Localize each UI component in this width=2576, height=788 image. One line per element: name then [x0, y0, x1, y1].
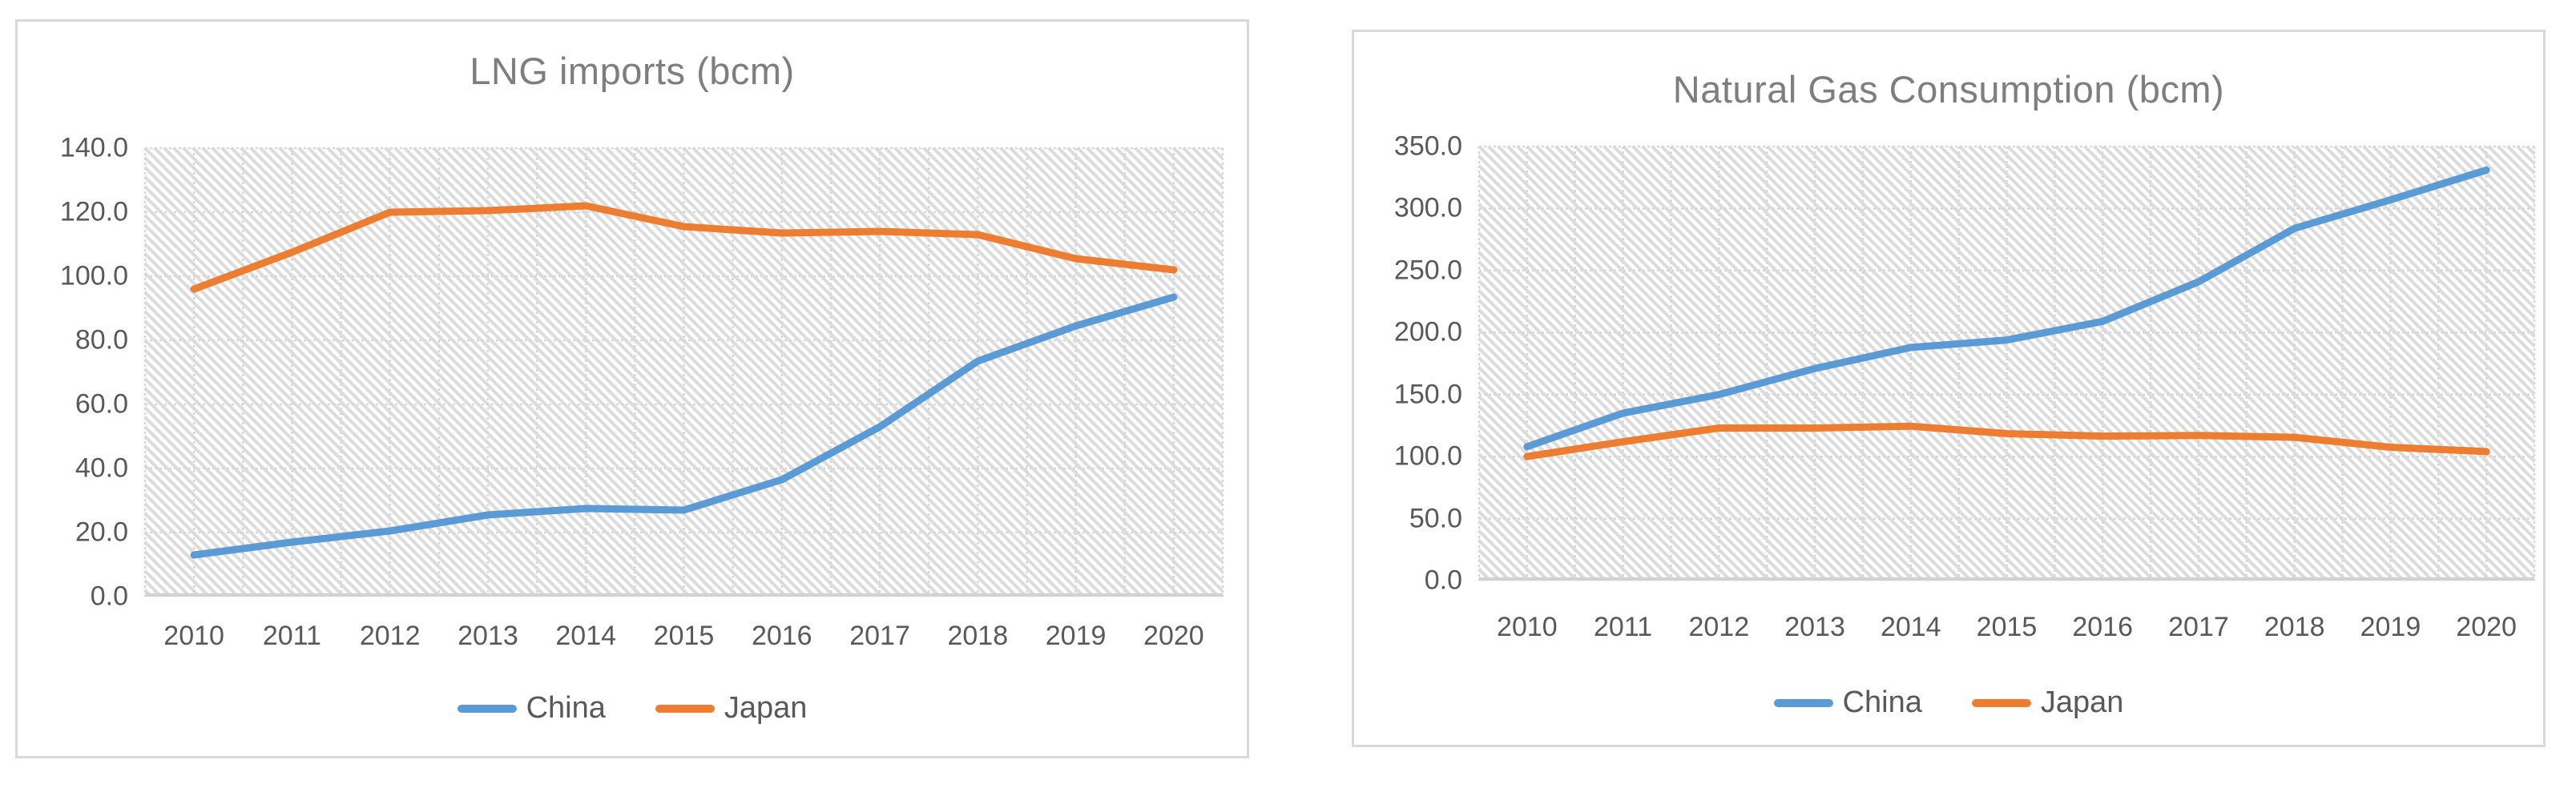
x-axis-tick-label: 2014	[555, 621, 617, 651]
y-axis-tick-label: 200.0	[1393, 316, 1462, 348]
y-axis-tick-label: 80.0	[75, 324, 128, 356]
plot-area	[1477, 145, 2536, 581]
x-axis-tick-label: 2010	[1497, 612, 1558, 642]
plot-svg	[1477, 145, 2536, 581]
x-axis-tick-label: 2012	[1688, 612, 1750, 642]
legend: China Japan	[18, 691, 1247, 726]
legend: China Japan	[1354, 685, 2543, 720]
y-axis-tick-label: 0.0	[1424, 565, 1462, 596]
legend-line-swatch	[655, 704, 715, 713]
legend-item-china: China	[457, 691, 606, 726]
legend-item-japan: Japan	[655, 691, 808, 726]
y-axis: 0.0 20.0 40.0 60.0 80.0 100.0 120.0 140.0	[18, 133, 128, 612]
legend-line-swatch	[457, 704, 517, 713]
legend-line-swatch	[1971, 698, 2031, 707]
plot-svg	[143, 147, 1224, 597]
x-axis-tick-label: 2011	[1594, 612, 1653, 642]
series-line-japan	[1523, 422, 2490, 460]
x-axis: 2010 2011 2012 2013 2014 2015 2016 2017 2018 2019…	[1479, 612, 2534, 647]
series-line-japan	[190, 202, 1178, 293]
y-axis-tick-label: 60.0	[75, 388, 128, 420]
x-axis-tick-label: 2018	[947, 621, 1009, 651]
x-axis-tick-label: 2019	[1045, 621, 1107, 651]
y-axis-tick-label: 120.0	[59, 196, 128, 227]
natural-gas-consumption-chart[interactable]: Natural Gas Consumption (bcm) 0.0 50.0 100…	[1352, 30, 2546, 747]
x-axis-tick-label: 2010	[163, 621, 224, 651]
x-axis-tick-label: 2012	[359, 621, 421, 651]
x-axis-tick-label: 2013	[458, 621, 518, 651]
plot-area	[143, 147, 1224, 597]
y-axis-tick-label: 0.0	[90, 581, 128, 612]
x-axis-tick-label: 2016	[751, 621, 812, 651]
x-axis-tick-label: 2016	[2072, 612, 2134, 642]
x-axis-tick-label: 2014	[1880, 612, 1941, 642]
chart-title: LNG imports (bcm)	[470, 50, 795, 92]
x-axis-tick-label: 2015	[1976, 612, 2038, 642]
y-axis-tick-label: 300.0	[1393, 192, 1462, 223]
x-axis-tick-label: 2015	[653, 621, 715, 651]
series-line-china	[1523, 166, 2490, 451]
y-axis-tick-label: 100.0	[59, 260, 128, 291]
chart-title: Natural Gas Consumption (bcm)	[1672, 68, 2225, 111]
x-axis-tick-label: 2017	[2168, 612, 2229, 642]
legend-line-swatch	[1773, 698, 1833, 707]
x-axis-tick-label: 2020	[2456, 612, 2517, 642]
x-axis: 2010 2011 2012 2013 2014 2015 2016 2017 2018 2019…	[145, 621, 1223, 656]
y-axis-tick-label: 140.0	[59, 132, 128, 163]
legend-label: China	[526, 691, 606, 725]
legend-label: Japan	[2040, 685, 2124, 719]
y-axis: 0.0 50.0 100.0 150.0 200.0 250.0 300.0 350.0	[1354, 131, 1462, 596]
series-line-china	[190, 293, 1178, 559]
x-axis-tick-label: 2018	[2264, 612, 2325, 642]
x-axis-tick-label: 2019	[2360, 612, 2421, 642]
x-axis-tick-label: 2017	[849, 621, 910, 651]
y-axis-tick-label: 350.0	[1393, 131, 1462, 162]
x-axis-tick-label: 2013	[1784, 612, 1845, 642]
y-axis-tick-label: 20.0	[75, 517, 128, 548]
y-axis-tick-label: 50.0	[1409, 503, 1462, 534]
y-axis-tick-label: 100.0	[1393, 440, 1462, 472]
legend-item-china: China	[1773, 685, 1922, 720]
plot-hatch-fill	[145, 148, 1223, 597]
y-axis-tick-label: 150.0	[1393, 379, 1462, 410]
legend-item-japan: Japan	[1971, 685, 2124, 720]
legend-label: China	[1842, 685, 1922, 719]
lng-imports-chart[interactable]: LNG imports (bcm) 0.0 20.0 40.0 60.0 80.0 100…	[15, 19, 1249, 758]
x-axis-tick-label: 2011	[262, 621, 321, 651]
legend-label: Japan	[724, 691, 808, 725]
y-axis-tick-label: 250.0	[1393, 255, 1462, 286]
x-axis-tick-label: 2020	[1143, 621, 1204, 651]
y-axis-tick-label: 40.0	[75, 452, 128, 484]
